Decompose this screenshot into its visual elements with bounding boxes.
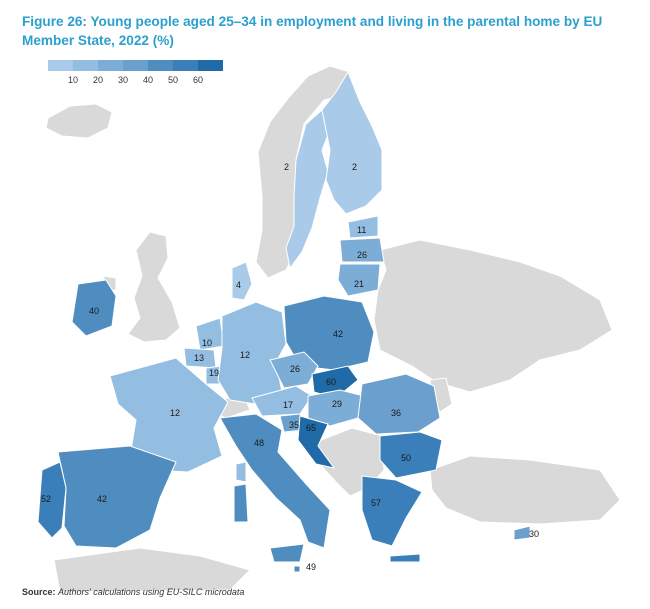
value-label-estonia: 11 (357, 225, 366, 235)
lithuania-region (337, 263, 381, 297)
value-label-greece: 57 (371, 498, 381, 508)
legend-tick: 10 (67, 75, 79, 85)
legend-tick: 20 (92, 75, 104, 85)
figure-title: Figure 26: Young people aged 25–34 in em… (22, 14, 603, 48)
legend-tick: 50 (167, 75, 179, 85)
bulgaria-region (379, 431, 443, 479)
ireland-region (71, 279, 117, 337)
value-label-romania: 36 (391, 408, 401, 418)
croatia-region (297, 415, 336, 469)
germany-region (217, 301, 287, 405)
slovakia-region (311, 365, 359, 399)
value-label-finland: 2 (352, 162, 357, 172)
corsica-region (235, 461, 247, 483)
value-label-france: 12 (170, 408, 180, 418)
value-label-czechia: 26 (290, 364, 300, 374)
value-label-poland: 42 (333, 329, 343, 339)
austria-region (251, 385, 313, 417)
estonia-region (347, 215, 379, 239)
portugal-region (37, 461, 67, 539)
value-label-lithuania: 21 (354, 279, 364, 289)
sardinia-region (233, 483, 249, 523)
legend-swatch-3 (98, 60, 123, 71)
italy-region (219, 413, 331, 549)
romania-region (357, 373, 441, 435)
value-label-portugal: 52 (41, 494, 51, 504)
value-label-hungary: 29 (332, 399, 342, 409)
greece-region (361, 475, 423, 547)
latvia-region (339, 237, 385, 263)
legend-swatch-1 (48, 60, 73, 71)
value-label-germany: 12 (240, 350, 250, 360)
legend-swatch-5 (148, 60, 173, 71)
color-legend: 10 20 30 40 50 60 (48, 60, 228, 90)
cyprus-region (513, 525, 531, 541)
finland-region (321, 70, 383, 215)
poland-region (283, 295, 375, 371)
value-label-latvia: 26 (357, 250, 367, 260)
value-label-cyprus: 30 (529, 529, 539, 539)
source-label: Source: (22, 587, 56, 597)
value-label-austria: 17 (283, 400, 293, 410)
north-africa-shape (53, 547, 251, 593)
legend-tick: 30 (117, 75, 129, 85)
sicily-region (269, 543, 305, 563)
legend-swatch-2 (73, 60, 98, 71)
value-label-slovakia: 60 (326, 377, 336, 387)
value-label-luxembourg: 19 (209, 368, 219, 378)
value-label-croatia: 65 (306, 423, 316, 433)
source-note: Source: Authors' calculations using EU-S… (22, 587, 244, 597)
russia-belarus-ukraine-shape (373, 239, 613, 393)
non-eu-countries (45, 65, 621, 593)
eu-countries (37, 70, 531, 573)
value-label-spain: 42 (97, 494, 107, 504)
crete-region (389, 553, 421, 563)
turkey-shape (429, 455, 621, 525)
value-label-bulgaria: 50 (401, 453, 411, 463)
value-labels: 2 2 11 26 21 4 40 42 10 13 19 12 26 60 1… (41, 162, 539, 572)
value-label-sweden: 2 (284, 162, 289, 172)
source-text: Authors' calculations using EU-SILC micr… (58, 587, 245, 597)
denmark-region (231, 261, 253, 301)
iceland-shape (45, 103, 113, 139)
legend-swatch-6 (173, 60, 198, 71)
legend-swatch-4 (123, 60, 148, 71)
value-label-denmark: 4 (236, 280, 241, 290)
value-label-belgium: 13 (194, 353, 204, 363)
legend-tick: 60 (192, 75, 204, 85)
legend-swatch-7 (198, 60, 223, 71)
great-britain-shape (127, 231, 181, 343)
malta-region (293, 565, 301, 573)
value-label-malta: 49 (306, 562, 316, 572)
value-label-slovenia: 35 (289, 420, 299, 430)
value-label-ireland: 40 (89, 306, 99, 316)
spain-region (57, 445, 177, 549)
legend-tick: 40 (142, 75, 154, 85)
france-region (109, 357, 229, 473)
norway-shape (255, 65, 351, 279)
value-label-italy: 48 (254, 438, 264, 448)
value-label-netherlands: 10 (202, 338, 212, 348)
